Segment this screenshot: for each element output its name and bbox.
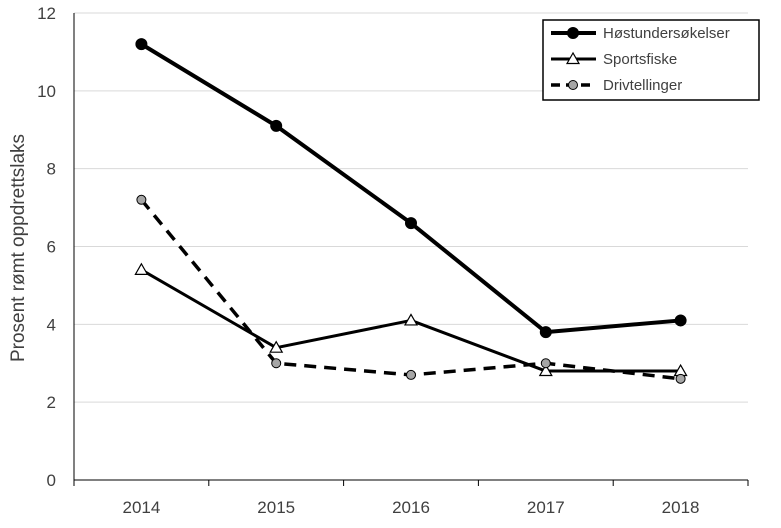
y-tick-label: 0 bbox=[47, 471, 56, 490]
legend-item: Drivtellinger bbox=[551, 77, 682, 94]
data-point bbox=[403, 313, 419, 326]
data-point bbox=[405, 217, 417, 230]
y-tick-label: 4 bbox=[47, 315, 56, 334]
y-tick-label: 10 bbox=[37, 82, 56, 101]
data-point bbox=[406, 369, 416, 380]
legend-item: Sportsfiske bbox=[551, 51, 677, 68]
legend-label: Drivtellinger bbox=[603, 77, 682, 94]
y-tick-label: 2 bbox=[47, 393, 56, 412]
data-point bbox=[134, 262, 149, 275]
y-tick-label: 8 bbox=[47, 160, 56, 179]
series-0 bbox=[135, 38, 687, 339]
data-point bbox=[269, 340, 284, 353]
series-2 bbox=[136, 194, 686, 384]
series bbox=[134, 38, 688, 384]
data-point bbox=[271, 358, 282, 369]
axes: 0 2 4 6 8 10 12 2014 2015 2016 2017 2018 bbox=[37, 4, 749, 517]
x-tick-label: 2014 bbox=[122, 498, 160, 517]
legend-item: Høstundersøkelser bbox=[551, 25, 730, 42]
x-tick-label: 2018 bbox=[662, 498, 700, 517]
legend-marker bbox=[565, 51, 581, 65]
legend: Høstundersøkelser Sportsfiske Drivtellinge… bbox=[542, 19, 760, 101]
y-tick-label: 12 bbox=[37, 4, 56, 23]
legend-label: Høstundersøkelser bbox=[603, 25, 730, 42]
data-point bbox=[674, 314, 687, 327]
x-tick-label: 2016 bbox=[392, 498, 430, 517]
x-tick-label: 2017 bbox=[527, 498, 565, 517]
data-point bbox=[135, 38, 148, 51]
legend-marker bbox=[567, 27, 579, 39]
series-1 bbox=[134, 262, 688, 377]
data-point bbox=[136, 194, 147, 205]
y-tick-label: 6 bbox=[47, 238, 56, 257]
data-point bbox=[270, 119, 283, 132]
x-tick-label: 2015 bbox=[257, 498, 295, 517]
legend-marker bbox=[568, 80, 578, 90]
data-point bbox=[540, 358, 551, 369]
data-point bbox=[539, 326, 552, 339]
gridlines bbox=[74, 12, 748, 403]
data-point bbox=[538, 363, 553, 377]
y-axis-title: Prosent rømt oppdrettslaks bbox=[8, 134, 29, 362]
legend-label: Sportsfiske bbox=[603, 51, 677, 68]
data-point bbox=[675, 373, 686, 384]
